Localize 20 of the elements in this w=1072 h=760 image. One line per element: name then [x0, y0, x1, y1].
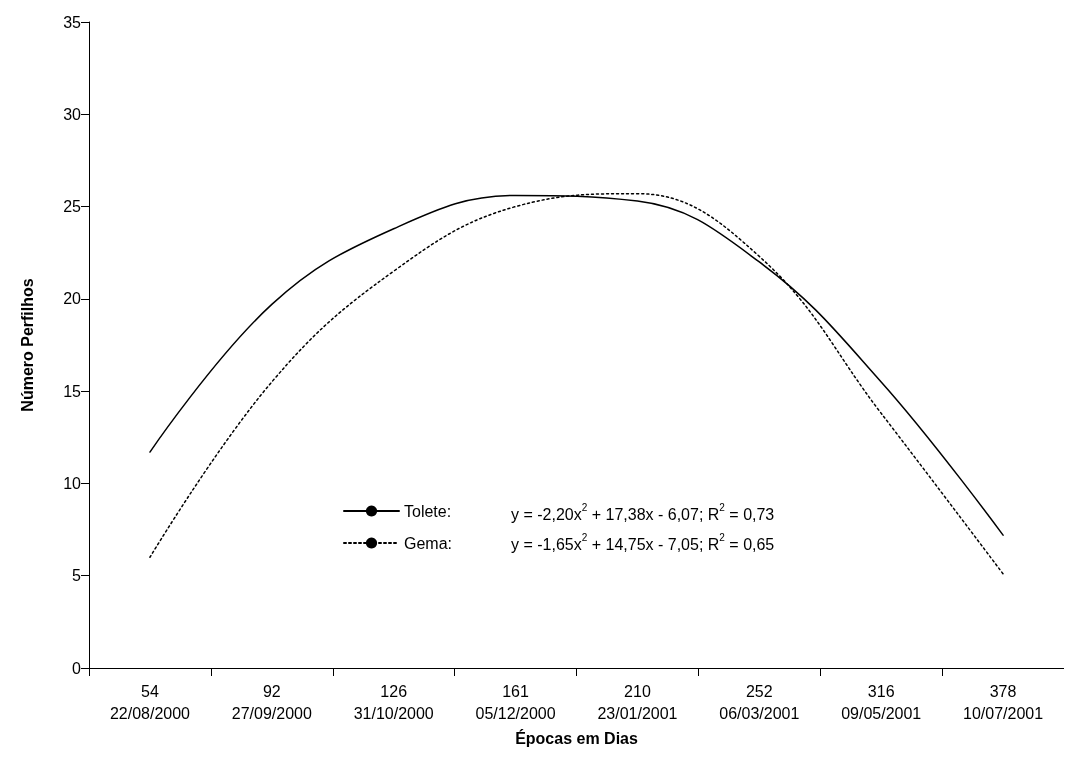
y-tick-label: 15	[63, 382, 82, 400]
x-tick-label: 54 22/08/2000	[109, 682, 191, 722]
y-tick-label: 10	[63, 474, 82, 492]
y-tick-label: 35	[63, 13, 82, 31]
x-tick-label: 316 09/05/2001	[841, 682, 922, 722]
y-tick-label: 0	[72, 659, 82, 677]
y-tick-label: 20	[63, 290, 82, 308]
y-tick-label: 5	[72, 567, 82, 585]
y-tick-label: 30	[63, 105, 82, 123]
x-tick-label: 378 10/07/2001	[963, 682, 1044, 722]
x-tick-label: 252 06/03/2001	[719, 682, 800, 722]
legend-label: Gema:	[404, 534, 453, 552]
y-axis-title: Número Perfilhos	[18, 278, 36, 412]
legend-label: Tolete:	[404, 502, 452, 520]
x-tick-label: 210 23/01/2001	[597, 682, 678, 722]
x-tick-label: 126 31/10/2000	[353, 682, 434, 722]
y-tick-label: 25	[63, 198, 82, 216]
x-axis-title: Épocas em Dias	[515, 728, 638, 747]
x-tick-label: 161 05/12/2000	[475, 682, 556, 722]
x-tick-label: 92 27/09/2000	[231, 682, 312, 722]
